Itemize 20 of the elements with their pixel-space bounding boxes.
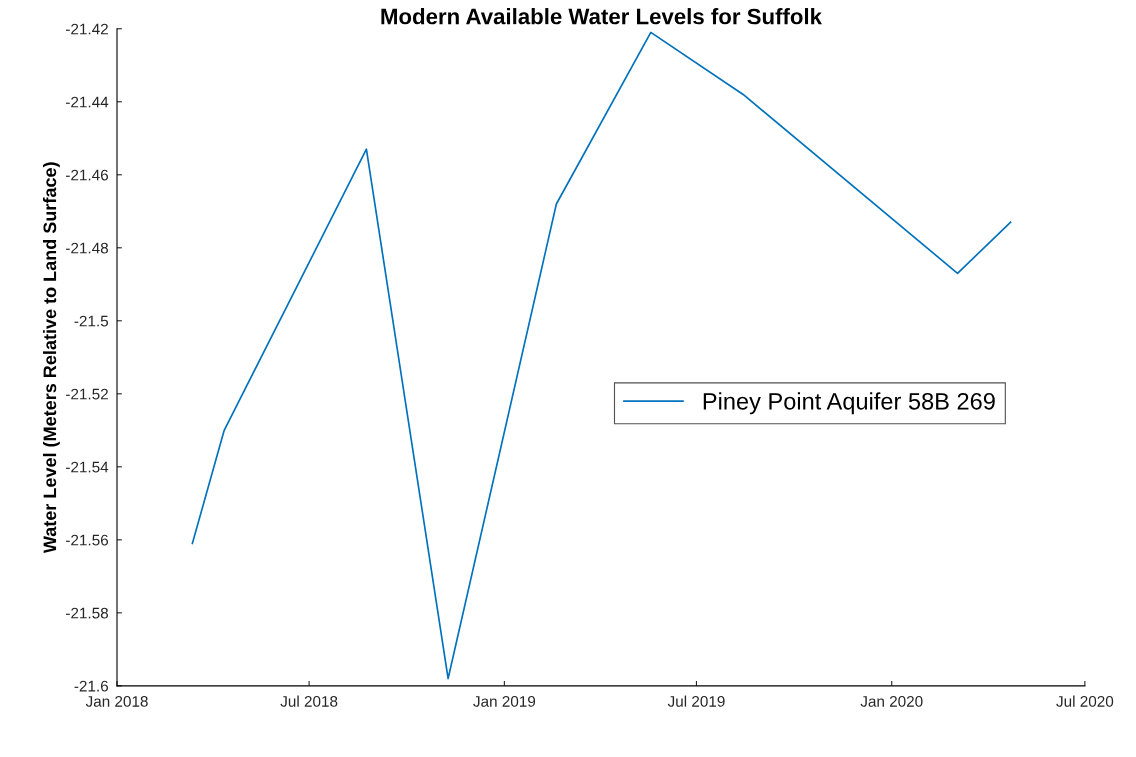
y-tick-label: -21.52 bbox=[66, 388, 108, 400]
x-tick-label: Jul 2019 bbox=[667, 695, 725, 707]
y-tick-label: -21.6 bbox=[74, 680, 109, 692]
x-tick-label: Jan 2019 bbox=[473, 695, 536, 707]
legend-label: Piney Point Aquifer 58B 269 bbox=[703, 392, 995, 415]
y-tick-label: -21.48 bbox=[66, 242, 109, 254]
y-tick-label: -21.5 bbox=[74, 315, 109, 327]
x-tick-label: Jan 2018 bbox=[85, 695, 148, 707]
x-tick-label: Jul 2018 bbox=[280, 695, 338, 707]
y-tick-label: -21.56 bbox=[66, 534, 109, 546]
y-tick-label: -21.42 bbox=[66, 23, 108, 35]
chart-title: Modern Available Water Levels for Suffolk bbox=[381, 8, 822, 25]
y-tick-label: -21.54 bbox=[66, 461, 109, 473]
line-series bbox=[191, 31, 1012, 680]
y-tick-label: -21.44 bbox=[66, 96, 109, 108]
x-tick-label: Jul 2020 bbox=[1056, 695, 1114, 707]
x-tick-label: Jan 2020 bbox=[860, 695, 923, 707]
y-axis-title: Water Level (Meters Relative to Land Surface) bbox=[42, 162, 60, 554]
y-tick-label: -21.46 bbox=[66, 169, 109, 181]
y-tick-label: -21.58 bbox=[66, 607, 109, 619]
